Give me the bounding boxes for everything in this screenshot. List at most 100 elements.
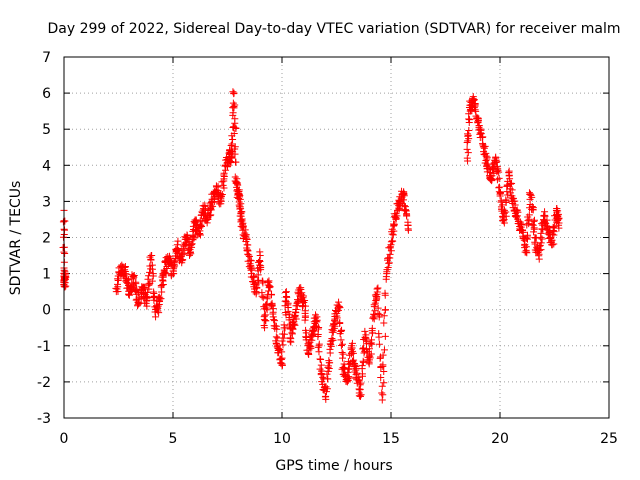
data-point-trace [232, 158, 240, 166]
data-point-trace [229, 136, 237, 144]
data-point-trace [268, 301, 276, 309]
data-point-trace [286, 310, 294, 318]
data-point-trace [464, 149, 472, 157]
data-point-trace [522, 235, 530, 243]
data-point-trace [207, 211, 215, 219]
data-point-trace [357, 379, 365, 387]
data-point-trace [466, 116, 474, 124]
data-point-trace [383, 266, 391, 274]
data-point-trace [469, 93, 477, 101]
data-point-trace [389, 237, 397, 245]
data-point-trace [483, 153, 491, 161]
data-point-trace [266, 283, 274, 291]
data-point-trace [315, 323, 323, 331]
data-point-trace [525, 211, 533, 219]
data-point-trace [245, 253, 253, 261]
data-point-trace [174, 237, 182, 245]
y-tick-label: 7 [42, 50, 51, 66]
data-point [143, 302, 151, 310]
data-point-trace [546, 234, 554, 242]
data-point-trace [336, 330, 344, 338]
data-point-trace [337, 327, 345, 335]
data-point-trace [222, 166, 230, 174]
data-point-trace [274, 334, 282, 342]
data-point-trace [374, 309, 382, 317]
data-point-trace [400, 196, 408, 204]
data-point-trace [229, 88, 237, 96]
data-point-trace [381, 291, 389, 299]
data-point-trace [273, 325, 281, 333]
data-point-trace [231, 150, 239, 158]
data-point-trace [349, 349, 357, 357]
y-tick-label: -2 [37, 375, 51, 391]
data-point-trace [495, 168, 503, 176]
data-point-trace [274, 345, 282, 353]
data-point-trace [209, 202, 217, 210]
data-point-trace [150, 296, 158, 304]
data-point-trace [541, 211, 549, 219]
data-point-trace [403, 210, 411, 218]
data-point-trace [188, 240, 196, 248]
data-point-trace [250, 273, 258, 281]
data-point [555, 219, 563, 227]
data-point-trace [300, 292, 308, 300]
data-point-trace [524, 217, 532, 225]
data-point-trace [481, 142, 489, 150]
data-point-trace [375, 340, 383, 348]
data-point-trace [256, 258, 264, 266]
data-point-trace [550, 240, 558, 248]
data-point-trace [220, 184, 228, 192]
data-point-trace [470, 95, 478, 103]
data-point-trace [263, 295, 271, 303]
data-point-trace [280, 321, 288, 329]
data-point-trace [549, 226, 557, 234]
data-point-trace [400, 188, 408, 196]
data-point-trace [280, 334, 288, 342]
data-point-trace [286, 337, 294, 345]
data-point-trace [292, 315, 300, 323]
data-point-trace [464, 130, 472, 138]
data-point-trace [344, 368, 352, 376]
data-point-trace [345, 360, 353, 368]
data-point-trace [146, 268, 154, 276]
data-point-trace [528, 193, 536, 201]
data-point-trace [464, 157, 472, 165]
data-point-trace [338, 349, 346, 357]
data-point-trace [477, 130, 485, 138]
data-point-trace [464, 131, 472, 139]
data-point-trace [536, 241, 544, 249]
data-point-trace [220, 177, 228, 185]
data-point-trace [257, 264, 265, 272]
data-point [361, 327, 369, 335]
data-point [130, 273, 138, 281]
data-point-trace [522, 246, 530, 254]
data-point-trace [370, 310, 378, 318]
data-point-trace [368, 324, 376, 332]
data-point-trace [502, 208, 510, 216]
data-point-trace [59, 244, 67, 252]
data-point-trace [292, 305, 300, 313]
data-point-trace [297, 284, 305, 292]
data-point [228, 154, 236, 162]
y-tick-label: -3 [37, 411, 51, 427]
data-point-trace [500, 206, 508, 214]
data-point-trace [387, 247, 395, 255]
data-point-trace [308, 336, 316, 344]
data-point-trace [345, 373, 353, 381]
data-point [356, 392, 364, 400]
data-point-trace [230, 129, 238, 137]
data-point-trace [330, 321, 338, 329]
data-point-trace [148, 277, 156, 285]
data-point-trace [270, 316, 278, 324]
x-tick-label: 20 [491, 431, 509, 447]
data-point-trace [492, 156, 500, 164]
data-point-trace [538, 235, 546, 243]
data-point-trace [379, 361, 387, 369]
data-point-trace [145, 280, 153, 288]
data-point-trace [499, 201, 507, 209]
data-point-trace [130, 272, 138, 280]
data-point-trace [386, 254, 394, 262]
data-point-trace [179, 256, 187, 264]
data-point-trace [283, 293, 291, 301]
